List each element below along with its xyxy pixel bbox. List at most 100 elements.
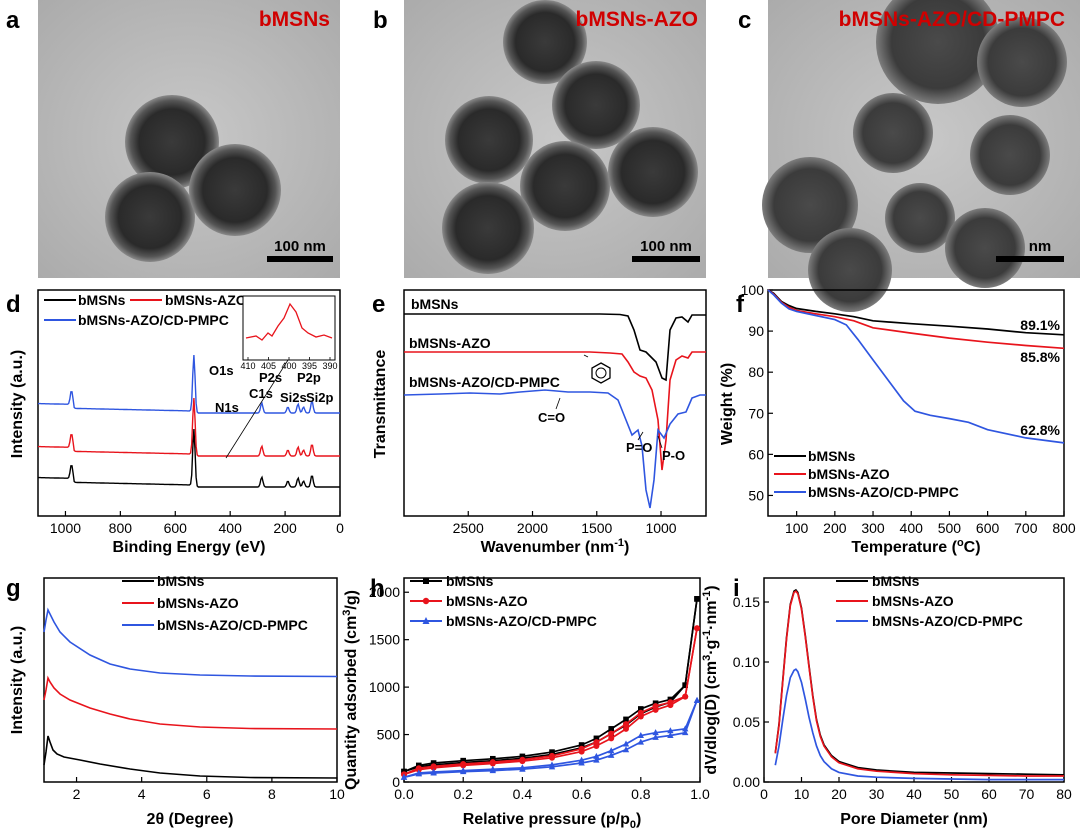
data-point-bmsns [623, 716, 629, 723]
y-tick-label: 1500 [369, 632, 400, 648]
x-axis-g: 2 4 6 8 10 [73, 777, 345, 802]
legend-label-bmsns-azo-cd-pmpc: bMSNs-AZO/CD-PMPC [808, 484, 959, 500]
annot-p-o-pointer [657, 435, 663, 449]
data-point-bmsns-azo [430, 763, 437, 770]
legend-label-bmsns-azo: bMSNs-AZO [165, 292, 247, 308]
panel-letter-e: e [372, 291, 385, 318]
y-tick-label: 60 [748, 446, 764, 462]
series-line-bmsns-azo [43, 675, 338, 730]
series-g [43, 607, 338, 779]
x-tick-label: 60 [981, 786, 997, 802]
data-point-bmsns-azo-cd-pmpc [593, 752, 600, 759]
legend-label-bmsns-azo-cd-pmpc: bMSNs-AZO/CD-PMPC [78, 312, 229, 328]
x-tick-label: 100 [785, 520, 809, 536]
data-point-bmsns-azo-cd-pmpc [652, 733, 659, 740]
particle [105, 172, 195, 262]
annot-si2s: Si2s [280, 390, 307, 405]
particle [885, 183, 955, 253]
y-axis-title-i-text: dV/dlog(D) (cm [703, 661, 720, 775]
x-tick-label: 300 [861, 520, 885, 536]
annot-si2p: Si2p [306, 390, 334, 405]
scale-text-a: 100 nm [274, 238, 326, 255]
scale-bar-a [267, 256, 333, 262]
series-line-bmsns-azo [774, 590, 1064, 777]
x-tick-label: 400 [219, 520, 243, 536]
x-tick-label: 0 [336, 520, 344, 536]
plot-frame-f [767, 289, 1065, 517]
series-line-bmsns-azo-cd-pmpc [403, 389, 706, 509]
annot-c-o: C=O [538, 410, 565, 425]
inset-tick-label: 395 [302, 361, 317, 371]
x-axis-title-h-text: Relative pressure (p/p [463, 811, 630, 828]
x-tick-label: 500 [938, 520, 962, 536]
benzene-ring-icon [591, 362, 611, 384]
legend-label-bmsns: bMSNs [157, 573, 205, 589]
particle [808, 228, 892, 312]
x-axis-title-e-sup: -1 [614, 537, 624, 549]
end-label-bmsns-azo: 85.8% [1020, 349, 1060, 365]
particle [189, 144, 281, 236]
series-h [400, 596, 701, 780]
y-axis-title-i-mid: ·g [703, 640, 720, 655]
series-line-bmsns-azo [38, 397, 340, 457]
x-tick-label: 600 [976, 520, 1000, 536]
data-point-bmsns-azo-cd-pmpc [637, 738, 644, 745]
series-f [767, 289, 1065, 444]
series-line-bmsns-azo-cd-pmpc [38, 354, 340, 414]
x-tick-label: 2000 [517, 520, 548, 536]
legend-d: bMSNs bMSNs-AZO bMSNs-AZO/CD-PMPC [44, 292, 247, 328]
plot-frame-h [403, 577, 701, 783]
benzene-ring-inner [595, 367, 607, 379]
series-d [38, 354, 340, 488]
data-point-bmsns-azo [637, 709, 644, 716]
x-axis-title-h-end: ) [636, 811, 641, 828]
legend-label-bmsns: bMSNs [78, 292, 126, 308]
data-point-bmsns-azo [694, 625, 701, 632]
y-axis-title-i-sup3: -1 [701, 591, 713, 601]
end-labels-f: 89.1% 85.8% 62.8% [1020, 317, 1060, 438]
panel-c: c bMSNs-AZO/CD-PMPC nm [738, 0, 1080, 312]
y-axis-title-f: Weight (%) [719, 363, 736, 445]
data-point-bmsns [593, 735, 600, 742]
data-point-bmsns [549, 749, 555, 755]
data-point-bmsns [519, 753, 526, 760]
legend-label-bmsns: bMSNs [446, 573, 494, 589]
panel-d: d 1000 800 600 400 200 0 Binding Energy (eV) … [6, 289, 344, 556]
series-label-bmsns-azo: bMSNs-AZO [409, 335, 491, 351]
panel-i: i 0 10 20 30 40 50 60 70 80 0.00 0.05 0.10 0.15 Pore… [701, 573, 1072, 828]
data-point-bmsns-azo-cd-pmpc [693, 696, 701, 703]
particle [520, 141, 610, 231]
series-line-bmsns-azo-adsorption [403, 628, 698, 776]
plot-frame-e [403, 289, 707, 517]
y-axis-title-h-text: Quantity adsorbed (cm [343, 616, 360, 790]
data-point-bmsns [694, 596, 700, 602]
data-point-bmsns-azo-cd-pmpc [548, 761, 556, 768]
annot-n1s: N1s [215, 400, 239, 415]
panel-f: f 100 200 300 400 500 600 700 800 50 60 70 80 90100 … [719, 282, 1076, 556]
particle [445, 96, 533, 184]
y-axis-title-e: Transmittance [372, 350, 389, 459]
y-tick-label: 70 [748, 405, 764, 421]
data-point-bmsns-azo [667, 699, 674, 706]
inset-d: 410 405 400 395 390 [225, 295, 338, 459]
data-point-bmsns-azo [623, 725, 629, 732]
series-labels-e: bMSNs bMSNs-AZO bMSNs-AZO/CD-PMPC [409, 296, 560, 390]
y-tick-label: 80 [748, 364, 764, 380]
data-point-bmsns-azo-cd-pmpc [682, 725, 689, 732]
x-tick-label: 0.8 [631, 786, 651, 802]
panel-e: e 2500 2000 1500 1000 Wavenumber (nm-1) Tra… [372, 289, 707, 556]
data-point-bmsns-azo [578, 745, 585, 752]
legend-label-bmsns-azo-cd-pmpc: bMSNs-AZO/CD-PMPC [157, 617, 308, 633]
series-line-bmsns-azo-cd-pmpc [43, 607, 338, 678]
series-line-bmsns-azo-cd-pmpc [767, 289, 1065, 444]
legend-label-bmsns: bMSNs [872, 573, 920, 589]
data-point-bmsns-azo-cd-pmpc [430, 768, 437, 775]
x-tick-label: 600 [164, 520, 188, 536]
annot-p-o-double: P=O [626, 440, 652, 455]
legend-h: bMSNs bMSNs-AZO bMSNs-AZO/CD-PMPC [410, 573, 597, 629]
x-tick-label: 0.2 [453, 786, 473, 802]
x-tick-label: 2 [73, 786, 81, 802]
y-axis-title-h-sup: 3 [341, 610, 353, 616]
y-tick-label: 0 [392, 774, 400, 790]
